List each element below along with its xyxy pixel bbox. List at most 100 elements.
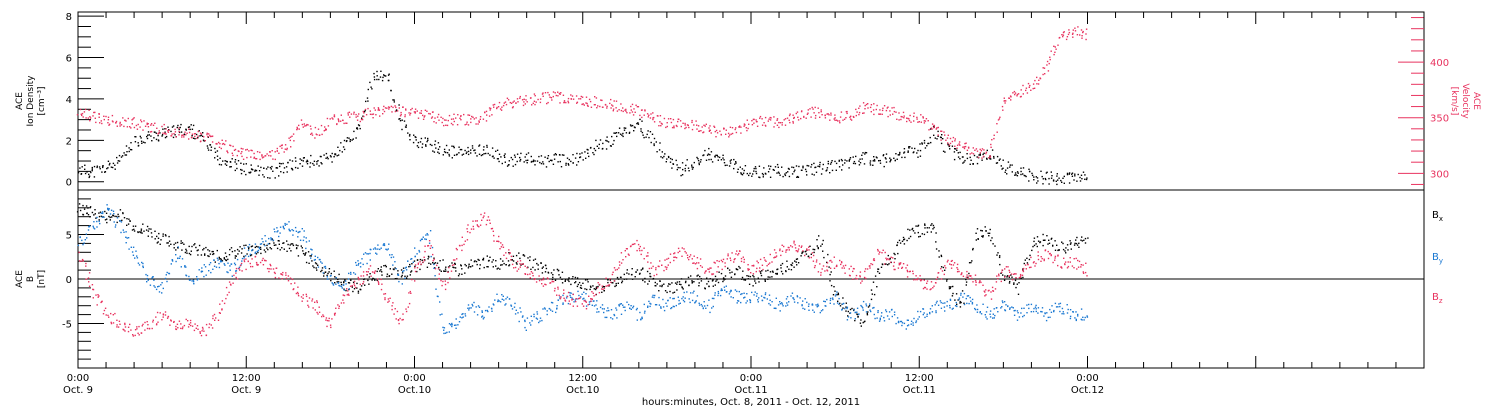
top-series-velocity-point <box>247 149 248 150</box>
top-series-density-point <box>622 136 623 137</box>
top-series-velocity-point <box>424 116 425 117</box>
bottom-series-bz-point <box>110 313 111 314</box>
bottom-series-bz-point <box>113 322 114 323</box>
top-series-density-point <box>862 152 863 153</box>
bottom-series-bz-point <box>350 286 351 287</box>
bottom-series-bz-point <box>331 318 332 319</box>
bottom-series-by-point <box>406 267 407 268</box>
bottom-series-bz-point <box>666 259 667 260</box>
top-series-density-point <box>671 167 672 168</box>
top-series-density-point <box>180 127 181 128</box>
bottom-series-bz-point <box>142 325 143 326</box>
bottom-series-bx-point <box>483 259 484 260</box>
top-series-density-point <box>378 79 379 80</box>
bottom-series-bz-point <box>214 314 215 315</box>
top-series-velocity-point <box>773 116 774 117</box>
bottom-series-by-point <box>514 307 515 308</box>
top-series-density-point <box>816 172 817 173</box>
top-series-density-point <box>595 140 596 141</box>
bottom-series-bz-point <box>197 329 198 330</box>
bottom-series-by-point <box>654 295 655 296</box>
top-series-velocity-point <box>272 150 273 151</box>
bottom-series-bz-point <box>440 280 441 281</box>
bottom-series-bz-point <box>759 267 760 268</box>
bottom-series-by-point <box>818 305 819 306</box>
top-series-density-point <box>454 155 455 156</box>
bottom-series-bx-point <box>516 263 517 264</box>
bottom-series-by-point <box>450 324 451 325</box>
bottom-series-bz-point <box>480 214 481 215</box>
top-series-velocity-point <box>1004 98 1005 99</box>
bottom-series-by-point <box>959 297 960 298</box>
top-series-velocity-point <box>589 99 590 100</box>
top-series-density-point <box>279 166 280 167</box>
bottom-series-bx-point <box>941 266 942 267</box>
bottom-series-bz-point <box>442 281 443 282</box>
top-series-density-point <box>734 164 735 165</box>
bottom-series-bz-point <box>501 246 502 247</box>
top-series-density-point <box>691 165 692 166</box>
top-series-density-point <box>458 152 459 153</box>
top-series-density-point <box>275 177 276 178</box>
top-series-velocity-point <box>310 126 311 127</box>
bottom-series-bz-point <box>147 321 148 322</box>
bottom-series-bx-point <box>501 264 502 265</box>
bottom-series-bx-point <box>106 219 107 220</box>
top-series-density-point <box>126 145 127 146</box>
top-series-density-point <box>307 161 308 162</box>
top-series-velocity-point <box>1079 34 1080 35</box>
bottom-series-bx-point <box>996 254 997 255</box>
top-series-density-point <box>280 171 281 172</box>
top-series-velocity <box>77 26 1088 160</box>
top-series-velocity-point <box>597 105 598 106</box>
bottom-series-bz-point <box>375 270 376 271</box>
top-series-velocity-point <box>880 113 881 114</box>
top-series-density-point <box>189 126 190 127</box>
top-series-density-point <box>801 170 802 171</box>
bottom-series-bz-point <box>157 312 158 313</box>
bottom-series-by-point <box>605 317 606 318</box>
top-series-density-point <box>89 177 90 178</box>
top-series-velocity-point <box>591 107 592 108</box>
top-series-density-point <box>550 160 551 161</box>
top-series-density-point <box>348 138 349 139</box>
bottom-series-by-point <box>778 304 779 305</box>
top-series-density-point <box>723 159 724 160</box>
bottom-series-bx-point <box>768 276 769 277</box>
bottom-series-bz-point <box>704 272 705 273</box>
bottom-series-bx-point <box>93 214 94 215</box>
bottom-series-by-point <box>629 308 630 309</box>
bottom-series-by-point <box>942 303 943 304</box>
bottom-series-bx-point <box>417 260 418 261</box>
top-series-density-point <box>745 165 746 166</box>
top-series-velocity-point <box>557 92 558 93</box>
bottom-series-bx-point <box>734 273 735 274</box>
top-series-velocity-point <box>455 117 456 118</box>
bottom-series-bz-point <box>813 255 814 256</box>
bottom-series-bz-point <box>392 302 393 303</box>
bottom-series-bx-point <box>565 281 566 282</box>
bottom-series-by-point <box>457 324 458 325</box>
bottom-series-bx-point <box>990 229 991 230</box>
bottom-series-bz-point <box>796 250 797 251</box>
bottom-series-by-point <box>1035 307 1036 308</box>
bottom-series-bz-point <box>459 245 460 246</box>
top-series-velocity-point <box>903 112 904 113</box>
top-series-density-point <box>973 163 974 164</box>
bottom-series-bx-point <box>157 242 158 243</box>
top-series-velocity-point <box>1077 26 1078 27</box>
bottom-series-by-point <box>770 304 771 305</box>
bottom-series-bz-point <box>430 248 431 249</box>
top-series-velocity-point <box>520 96 521 97</box>
bottom-series-by-point <box>1076 320 1077 321</box>
top-series-velocity-point <box>205 140 206 141</box>
bottom-series-bx-point <box>1048 240 1049 241</box>
top-series-velocity-point <box>1005 100 1006 101</box>
top-series-density-point <box>650 131 651 132</box>
top-series-density-point <box>1051 178 1052 179</box>
top-series-density-point <box>787 171 788 172</box>
bottom-series-by-point <box>264 245 265 246</box>
top-series-density-point <box>1081 175 1082 176</box>
top-series-velocity-point <box>319 134 320 135</box>
bottom-series-by-point <box>121 221 122 222</box>
